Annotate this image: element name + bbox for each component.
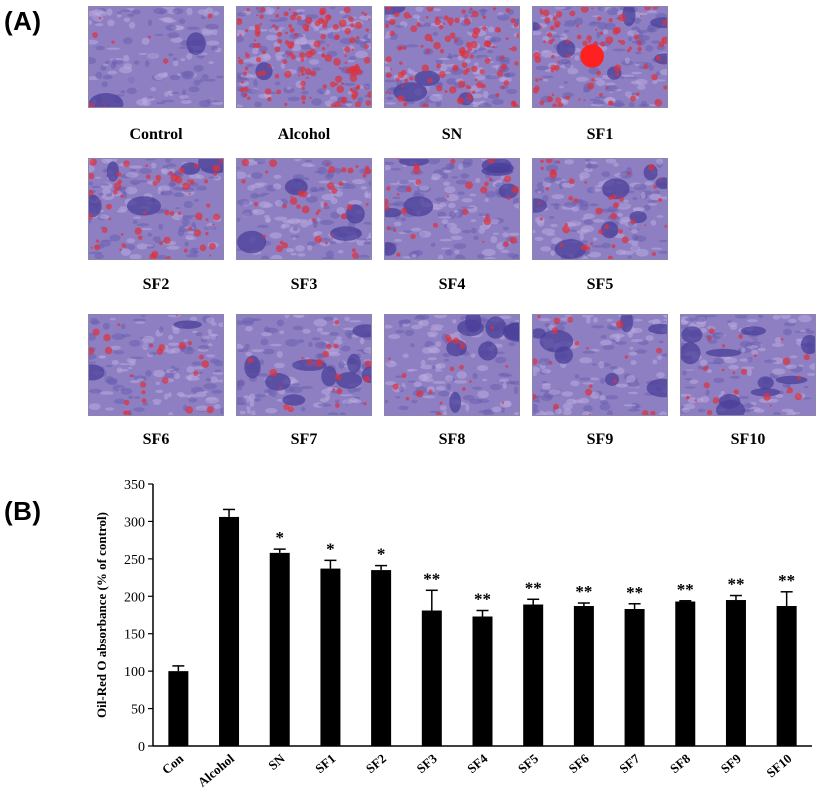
micrograph-sf5 <box>532 158 668 260</box>
x-tick-label: Alcohol <box>195 751 238 790</box>
bar-sf4 <box>472 616 493 746</box>
caption-sf1: SF1 <box>586 126 614 143</box>
micrograph-sf7 <box>236 314 372 416</box>
y-tick-label: 150 <box>124 628 145 643</box>
panel-b-label: (B) <box>4 496 42 526</box>
micrograph-sn <box>384 6 520 108</box>
significance-mark: ** <box>677 580 694 599</box>
significance-mark: ** <box>423 569 440 588</box>
bar-con <box>168 671 189 746</box>
micrograph-control <box>88 6 224 108</box>
caption-sf6: SF6 <box>142 431 170 448</box>
bar-sf8 <box>675 601 696 746</box>
x-tick-label: SF10 <box>763 751 794 781</box>
x-tick-label: SF1 <box>312 751 338 776</box>
bar-sf9 <box>725 600 746 746</box>
bar-sf10 <box>776 606 797 746</box>
bar-sf7 <box>624 609 645 746</box>
x-tick-label: SN <box>265 750 288 773</box>
micrograph-sf9 <box>532 314 668 416</box>
y-tick-label: 200 <box>124 590 145 605</box>
caption-sf4: SF4 <box>438 276 466 293</box>
bar-sf2 <box>371 570 392 746</box>
x-tick-label: SF4 <box>464 750 491 776</box>
caption-sf9: SF9 <box>586 431 614 448</box>
significance-mark: ** <box>575 582 592 601</box>
x-tick-label: Con <box>159 750 187 777</box>
caption-sf5: SF5 <box>586 276 614 293</box>
bar-sn <box>269 552 290 746</box>
x-tick-label: SF5 <box>515 750 542 776</box>
y-tick-label: 0 <box>138 740 145 755</box>
caption-alcohol: Alcohol <box>277 126 331 143</box>
caption-sf3: SF3 <box>290 276 318 293</box>
significance-mark: * <box>326 539 335 558</box>
micrograph-sf8 <box>384 314 520 416</box>
significance-mark: ** <box>474 590 491 609</box>
chart-bars <box>168 508 797 746</box>
micrograph-sf10 <box>680 314 816 416</box>
y-tick-label: 100 <box>124 665 145 680</box>
significance-mark: * <box>377 545 386 564</box>
significance-mark: ** <box>727 575 744 594</box>
bar-sf3 <box>421 610 442 746</box>
micrograph-sf2 <box>88 158 224 260</box>
caption-sf7: SF7 <box>290 431 318 448</box>
caption-sf8: SF8 <box>438 431 466 448</box>
bar-sf1 <box>320 568 341 746</box>
caption-sn: SN <box>441 126 463 143</box>
y-tick-label: 250 <box>124 553 145 568</box>
micrograph-alcohol <box>236 6 372 108</box>
bar-sf5 <box>523 604 544 746</box>
y-tick-label: 350 <box>124 478 145 493</box>
micrograph-sf3 <box>236 158 372 260</box>
x-tick-label: SF7 <box>616 750 643 776</box>
caption-sf2: SF2 <box>142 276 170 293</box>
significance-mark: ** <box>778 571 795 590</box>
bar-alcohol <box>219 516 240 746</box>
significance-mark: ** <box>626 583 643 602</box>
y-axis-label: Oil-Red O absorbance (% of control) <box>94 512 109 718</box>
y-tick-label: 50 <box>131 703 145 718</box>
significance-mark: * <box>275 528 284 547</box>
micrograph-sf4 <box>384 158 520 260</box>
panel-a-label: (A) <box>4 6 42 36</box>
x-tick-label: SF2 <box>363 751 389 776</box>
x-tick-label: SF9 <box>718 750 745 776</box>
x-tick-label: SF6 <box>566 750 593 776</box>
x-tick-label: SF8 <box>667 750 694 776</box>
micrograph-sf1 <box>532 6 668 108</box>
y-tick-label: 300 <box>124 515 145 530</box>
bar-chart: 0 50 100 150 200 250 300 350 Oil-Red O absorban… <box>94 478 812 790</box>
significance-mark: ** <box>525 578 542 597</box>
x-tick-label: SF3 <box>413 750 440 776</box>
caption-control: Control <box>129 126 183 143</box>
bar-sf6 <box>573 606 594 746</box>
micrograph-sf6 <box>88 314 224 416</box>
caption-sf10: SF10 <box>730 431 766 448</box>
